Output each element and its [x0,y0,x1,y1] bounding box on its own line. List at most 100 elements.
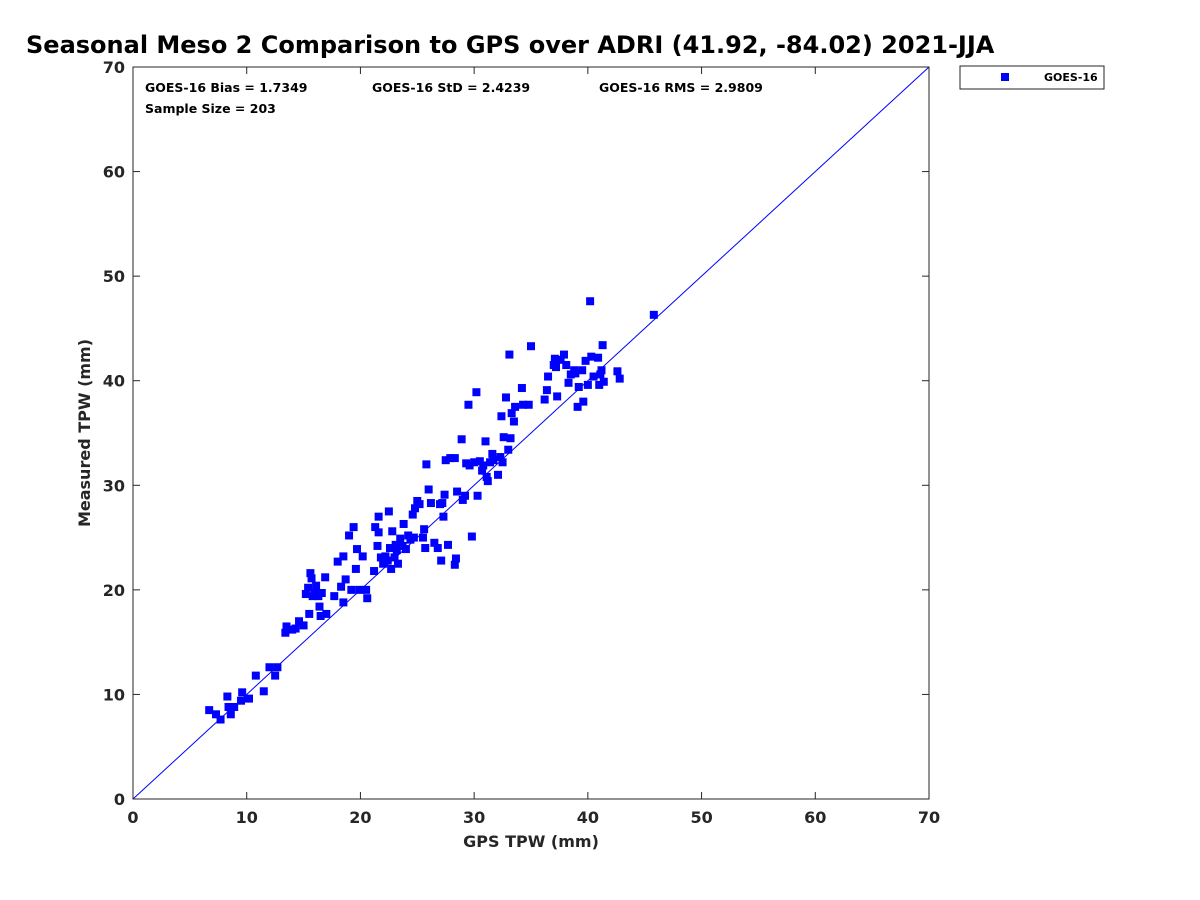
data-point [411,504,420,513]
data-point [437,556,446,565]
data-point [238,688,247,697]
data-point [408,510,417,519]
data-point [595,380,604,389]
data-point [345,531,354,540]
data-point [458,495,467,504]
data-point [349,523,358,532]
data-point [509,417,518,426]
data-point [315,602,324,611]
data-point [496,453,505,462]
data-point [507,409,516,418]
data-point [589,372,598,381]
x-tick-label: 50 [690,808,712,827]
data-point [420,525,429,534]
data-point [439,512,448,521]
data-point [390,553,399,562]
data-point [401,545,410,554]
legend: GOES-16 [959,65,1105,90]
data-point [542,386,551,395]
data-point [599,377,608,386]
x-tick-label: 30 [463,808,485,827]
data-point [596,370,605,379]
data-point [216,715,225,724]
data-point [426,499,435,508]
data-point [379,559,388,568]
data-point [337,582,346,591]
data-point [433,544,442,553]
data-point [321,573,330,582]
data-point [579,397,588,406]
data-point [383,556,392,565]
data-point [552,363,561,372]
x-tick-label: 60 [804,808,826,827]
data-point [259,687,268,696]
data-point [571,369,580,378]
data-point [544,372,553,381]
data-point [376,553,385,562]
data-point [399,519,408,528]
data-point [470,458,479,467]
data-point [615,374,624,383]
y-tick-label: 40 [103,372,125,391]
data-point [465,461,474,470]
x-tick-label: 40 [577,808,599,827]
data-point [339,598,348,607]
stat-rms: GOES-16 RMS = 2.9809 [599,80,763,95]
data-point [393,559,402,568]
data-point [424,485,433,494]
data-point [578,366,587,375]
x-axis-label: GPS TPW (mm) [463,832,599,851]
data-point [573,402,582,411]
data-point [388,527,397,536]
data-point [307,574,316,583]
y-axis-label: Measured TPW (mm) [75,339,94,527]
data-point [587,352,596,361]
data-point [316,612,325,620]
data-point [305,609,314,618]
data-point [464,400,473,409]
data-point [387,564,396,573]
data-point [385,544,394,553]
y-tick-label: 50 [103,267,125,286]
data-point [453,487,462,496]
data-point [564,378,573,387]
data-point [457,435,466,444]
data-point [511,402,520,411]
data-point [404,531,413,540]
data-point [341,575,350,584]
data-point [374,512,383,521]
data-point [212,710,221,719]
data-point [391,540,400,549]
x-tick-label: 10 [236,808,258,827]
data-point [479,461,488,470]
data-point [443,540,452,549]
data-point [481,437,490,446]
data-point [597,366,606,375]
data-point [421,544,430,553]
legend-marker [1001,73,1009,81]
data-point [339,552,348,561]
data-point [649,310,658,319]
data-point [478,466,487,475]
data-point [333,557,342,566]
y-tick-label: 70 [103,58,125,77]
data-point [371,523,380,532]
data-point [594,353,603,362]
data-point [583,380,592,389]
data-point [223,692,232,701]
data-point [430,538,439,547]
data-point [483,477,492,486]
data-point [317,588,326,597]
data-point [550,354,559,363]
data-point [237,696,246,705]
data-point [384,507,393,516]
data-point [370,567,379,576]
data-point [527,342,535,351]
data-point [467,532,476,541]
data-point [351,564,360,573]
y-tick-label: 60 [103,163,125,182]
data-point [451,554,460,563]
data-point [381,552,390,561]
data-point [396,534,405,543]
data-point [291,624,300,633]
